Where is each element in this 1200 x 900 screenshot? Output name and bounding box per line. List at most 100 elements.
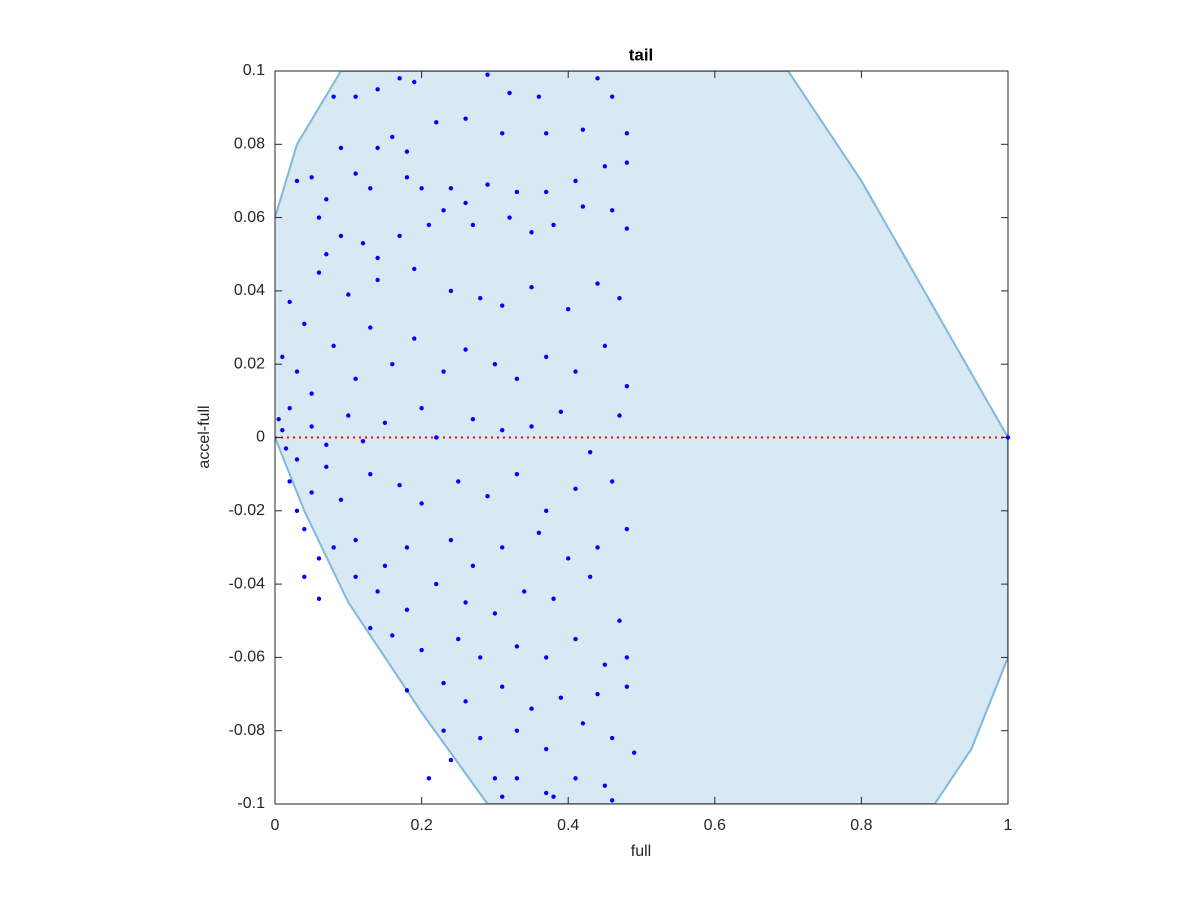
- point: [441, 208, 446, 213]
- point: [522, 589, 527, 594]
- x-axis-label: full: [631, 843, 651, 860]
- point: [595, 691, 600, 697]
- y-tick-label: -0.02: [229, 502, 266, 519]
- point: [529, 706, 534, 711]
- point: [624, 655, 630, 660]
- point: [412, 79, 417, 85]
- point: [514, 644, 520, 649]
- point: [456, 636, 461, 642]
- x-tick-label: 0.4: [557, 817, 579, 834]
- point: [375, 277, 380, 283]
- point: [595, 76, 600, 81]
- point: [404, 149, 410, 154]
- point: [544, 790, 549, 796]
- x-tick-label: 0.8: [850, 817, 872, 834]
- point: [485, 182, 490, 187]
- point: [551, 596, 556, 601]
- point: [280, 354, 285, 360]
- point: [353, 171, 358, 176]
- point: [595, 281, 600, 286]
- point: [390, 362, 395, 367]
- point: [463, 699, 468, 704]
- point: [324, 197, 329, 202]
- point: [426, 222, 432, 228]
- x-tick-label: 1: [1004, 817, 1013, 834]
- point: [434, 581, 439, 587]
- point: [368, 186, 373, 191]
- y-tick-label: -0.06: [229, 649, 266, 666]
- point: [309, 490, 314, 495]
- point: [375, 87, 380, 92]
- point: [500, 131, 505, 136]
- point: [573, 178, 578, 184]
- point: [617, 618, 622, 623]
- point: [478, 655, 483, 660]
- point: [404, 607, 410, 612]
- point: [485, 72, 490, 77]
- point: [287, 405, 292, 411]
- point: [470, 416, 476, 422]
- point: [595, 545, 600, 550]
- point: [390, 134, 395, 140]
- point: [324, 442, 329, 448]
- point: [331, 545, 336, 550]
- point: [375, 589, 380, 594]
- point: [360, 438, 366, 444]
- point: [602, 662, 608, 667]
- point: [624, 226, 630, 231]
- point: [624, 526, 630, 532]
- point: [404, 175, 410, 180]
- point: [353, 537, 358, 543]
- point: [448, 186, 454, 191]
- x-tick-label: 0: [271, 817, 280, 834]
- point: [500, 794, 505, 799]
- point: [463, 347, 468, 352]
- point: [514, 471, 520, 477]
- point: [426, 776, 432, 781]
- point: [324, 464, 329, 470]
- point: [287, 299, 292, 305]
- point: [331, 94, 336, 99]
- point: [500, 684, 505, 689]
- y-tick-label: -0.08: [229, 722, 266, 739]
- point: [404, 545, 410, 550]
- point: [397, 76, 402, 81]
- point: [419, 405, 424, 411]
- point: [558, 695, 564, 700]
- point: [353, 94, 358, 99]
- point: [456, 479, 461, 484]
- point: [609, 94, 615, 99]
- point: [536, 530, 542, 535]
- point: [294, 369, 300, 374]
- point: [390, 633, 395, 638]
- point: [441, 728, 446, 733]
- point: [609, 208, 615, 213]
- point: [419, 647, 424, 653]
- point: [294, 508, 300, 513]
- point: [492, 362, 498, 367]
- x-tick-label: 0.2: [410, 817, 432, 834]
- point: [624, 160, 630, 165]
- point: [573, 636, 578, 642]
- point: [448, 288, 454, 294]
- point: [514, 776, 520, 781]
- point: [573, 369, 578, 374]
- y-axis-label: accel-full: [196, 405, 213, 468]
- point: [316, 556, 322, 561]
- point: [507, 215, 512, 220]
- point: [316, 270, 322, 275]
- point: [276, 416, 281, 422]
- point: [353, 574, 358, 579]
- point: [434, 435, 439, 440]
- point: [602, 343, 608, 349]
- point: [280, 427, 285, 433]
- point: [1005, 435, 1011, 440]
- point: [434, 120, 439, 125]
- y-tick-label: 0.08: [234, 136, 265, 153]
- point: [346, 292, 351, 297]
- point: [368, 471, 373, 477]
- point: [580, 127, 586, 132]
- point: [478, 735, 483, 741]
- point: [544, 354, 549, 360]
- y-tick-label: 0.06: [234, 209, 265, 226]
